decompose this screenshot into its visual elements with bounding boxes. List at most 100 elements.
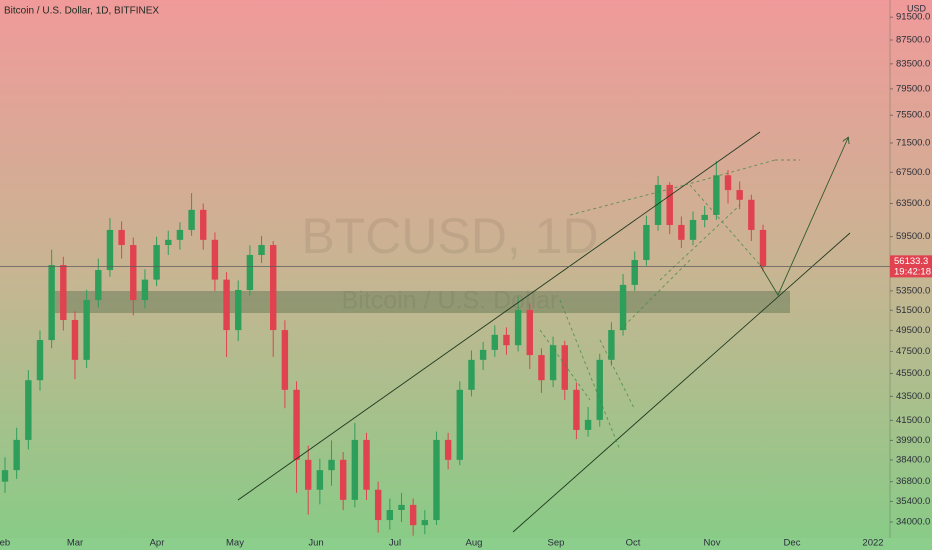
- x-tick-label: 2022: [862, 538, 883, 549]
- candle-body: [339, 459, 347, 500]
- candle-body: [165, 239, 172, 246]
- y-tick-label: 45500.0: [896, 368, 930, 379]
- candle-body: [526, 309, 533, 356]
- candle-body: [643, 224, 650, 260]
- candle-body: [153, 245, 160, 280]
- y-tick-label: 43500.0: [896, 391, 930, 402]
- channel-upper: [237, 131, 761, 501]
- candle-body: [328, 459, 335, 471]
- candle-body: [468, 359, 475, 390]
- candle-body: [456, 389, 464, 460]
- candle-body: [71, 319, 79, 360]
- y-tick-label: 79500.0: [896, 83, 930, 94]
- x-tick-label: Feb: [0, 538, 10, 549]
- time-axis-band: [0, 538, 932, 550]
- candle-body: [596, 359, 603, 420]
- y-tick-label: 38400.0: [896, 454, 930, 465]
- x-tick-label: Oct: [626, 538, 641, 549]
- candle-body: [759, 229, 767, 267]
- candle-body: [491, 334, 498, 350]
- candle-body: [561, 345, 568, 390]
- x-tick-label: May: [226, 538, 244, 549]
- candle-body: [270, 245, 277, 331]
- candle-body: [223, 279, 230, 331]
- y-tick-label: 63500.0: [896, 198, 930, 209]
- candle-body: [293, 389, 300, 460]
- projection-arrow: [759, 138, 848, 296]
- y-tick-label: 47500.0: [896, 346, 930, 357]
- x-tick-label: Jul: [389, 538, 401, 549]
- candle-body: [573, 389, 580, 430]
- y-tick-label: 36800.0: [896, 476, 930, 487]
- candle-body: [654, 184, 662, 225]
- candle-body: [304, 459, 312, 490]
- y-tick-label: 83500.0: [896, 58, 930, 69]
- y-tick-label: 71500.0: [896, 137, 930, 148]
- candle-body: [95, 270, 102, 301]
- candle-body: [200, 209, 207, 240]
- currency-label: USD: [907, 3, 927, 13]
- candle-body: [724, 175, 732, 191]
- symbol-title: Bitcoin / U.S. Dollar, 1D, BITFINEX: [4, 6, 159, 17]
- candle-body: [60, 265, 67, 320]
- watermark: BTCUSD, 1D: [301, 208, 598, 264]
- candle-body: [398, 504, 405, 510]
- y-tick-label: 53500.0: [896, 285, 930, 296]
- y-tick-label: 35400.0: [896, 496, 930, 507]
- candle-body: [444, 439, 452, 460]
- x-tick-label: Sep: [548, 538, 565, 549]
- candle-body: [246, 254, 254, 290]
- y-tick-label: 39900.0: [896, 435, 930, 446]
- y-tick-label: 87500.0: [896, 35, 930, 46]
- candle-body: [619, 284, 627, 331]
- candle-body: [130, 245, 137, 301]
- support-zone: [55, 291, 790, 313]
- candle-body: [211, 239, 219, 280]
- candle-body: [48, 265, 55, 341]
- y-tick-label: 59500.0: [896, 231, 930, 242]
- candle-body: [13, 439, 20, 471]
- candle-body: [421, 520, 429, 526]
- candle-body: [141, 279, 149, 301]
- y-tick-label: 49500.0: [896, 325, 930, 336]
- x-tick-label: Jun: [308, 538, 323, 549]
- candle-body: [409, 504, 417, 526]
- candle-body: [701, 214, 708, 220]
- last-price-label: 56133.3: [894, 256, 928, 267]
- candle-body: [25, 380, 32, 440]
- candle-body: [433, 439, 440, 521]
- candle-body: [503, 334, 510, 346]
- candle-body: [106, 229, 114, 271]
- candles: [1, 161, 767, 536]
- candle-body: [316, 470, 324, 490]
- candle-body: [748, 199, 755, 230]
- candle-body: [713, 175, 720, 215]
- candle-body: [281, 330, 289, 390]
- y-tick-label: 67500.0: [896, 167, 930, 178]
- candle-body: [549, 345, 557, 381]
- candle-body: [386, 509, 394, 521]
- candle-body: [678, 224, 685, 240]
- candle-body: [608, 330, 615, 360]
- x-tick-label: Aug: [466, 538, 483, 549]
- x-tick-label: Apr: [150, 538, 165, 549]
- y-tick-label: 91500.0: [896, 12, 930, 23]
- candle-body: [514, 309, 522, 346]
- x-tick-label: Dec: [784, 538, 801, 549]
- candle-body: [363, 439, 370, 490]
- candle-body: [258, 245, 265, 255]
- y-tick-label: 34000.0: [896, 517, 930, 528]
- channel-lower: [512, 232, 851, 533]
- candle-body: [479, 349, 487, 360]
- candle-body: [584, 419, 592, 430]
- candle-body: [666, 184, 673, 225]
- y-tick-label: 51500.0: [896, 305, 930, 316]
- y-tick-label: 41500.0: [896, 415, 930, 426]
- last-price-badge: [890, 255, 932, 278]
- candle-body: [538, 355, 545, 381]
- candle-body: [118, 229, 125, 246]
- pattern-dashes: [539, 159, 800, 451]
- countdown-label: 19:42:18: [894, 266, 931, 277]
